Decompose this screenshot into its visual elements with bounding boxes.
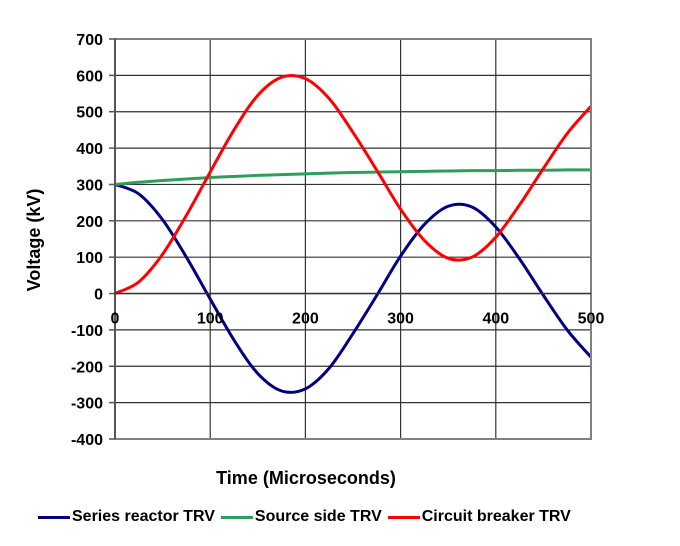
y-tick-label: -400 [71, 432, 103, 449]
legend-swatch-series-reactor [38, 515, 70, 519]
legend-label: Series reactor TRV [72, 508, 215, 525]
gridlines [114, 38, 592, 440]
axes [109, 38, 592, 440]
legend-label: Source side TRV [254, 508, 382, 525]
legend-item-series-reactor: Series reactor TRV [38, 508, 215, 526]
series-lines [114, 73, 593, 394]
y-axis-title: Voltage (kV) [24, 189, 44, 292]
y-tick-label: -200 [71, 359, 103, 376]
legend-item-source-side: Source side TRV [220, 508, 382, 526]
plot-border [114, 38, 592, 440]
y-tick-labels: 700 600 500 400 300 200 100 0 -100 -200 -300 -400 [71, 32, 103, 449]
x-tick-label: 500 [578, 311, 605, 328]
y-tick-label: 200 [76, 214, 103, 231]
legend-swatch-circuit-breaker [387, 515, 420, 519]
y-tick-label: 300 [76, 177, 103, 194]
series-reactor-line [114, 183, 593, 394]
legend-swatch-source-side [220, 515, 253, 519]
source-side-line [114, 168, 592, 186]
x-tick-label: 400 [482, 311, 509, 328]
y-tick-label: -300 [71, 396, 103, 413]
y-tick-label: 400 [76, 141, 103, 158]
legend-label: Circuit breaker TRV [421, 508, 571, 525]
y-tick-label: 500 [76, 105, 103, 122]
y-tick-label: 100 [76, 250, 103, 267]
y-tick-label: 700 [76, 32, 103, 49]
y-tick-label: 0 [94, 287, 103, 304]
x-tick-label: 100 [197, 311, 224, 328]
legend-item-circuit-breaker: Circuit breaker TRV [387, 508, 571, 526]
y-tick-label: 600 [76, 68, 103, 85]
x-tick-labels: 0 100 200 300 400 500 [111, 311, 605, 328]
x-tick-label: 300 [387, 311, 414, 328]
y-tick-label: -100 [71, 323, 103, 340]
x-axis-title: Time (Microseconds) [216, 468, 396, 488]
x-tick-label: 200 [292, 311, 319, 328]
legend: Series reactor TRV Source side TRV Circu… [38, 508, 577, 526]
x-tick-label: 0 [111, 311, 120, 328]
circuit-breaker-line [114, 73, 593, 295]
